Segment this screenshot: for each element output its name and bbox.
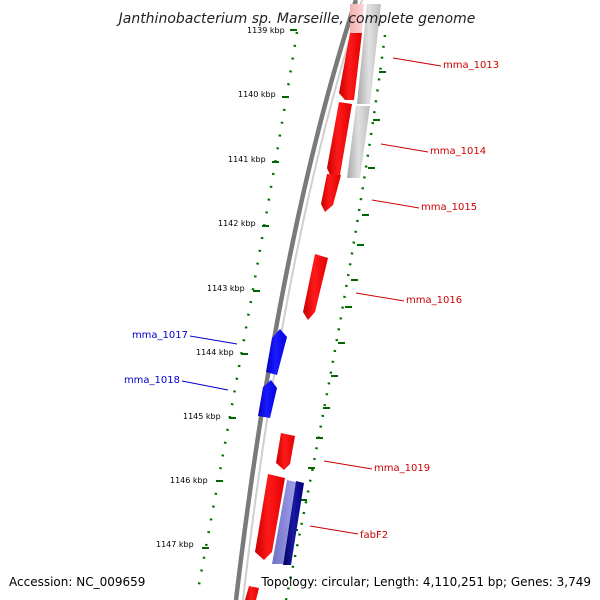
gene-labels: mma_1013 mma_1014 mma_1015 mma_1016 mma_1017… [124,57,499,541]
accession-text: Accession: NC_009659 [9,575,145,589]
gene-label-leader [181,380,229,391]
scale-tick-label: 1140 kbp [238,90,276,99]
gene-label-leader [355,292,405,302]
scale-tick-label: 1139 kbp [247,26,285,35]
gene-mma-1013[interactable] [339,33,362,100]
gene-label[interactable]: mma_1014 [430,146,486,157]
gene-label-leader [380,143,429,153]
gene-features[interactable] [245,4,381,600]
gene-label-leader [392,57,442,67]
scale-tick-label: 1147 kbp [156,540,194,549]
map-title: Janthinobacterium sp. Marseille, complet… [116,11,476,27]
gene-label[interactable]: mma_1013 [443,60,499,71]
gene-label[interactable]: mma_1018 [124,375,180,386]
gene-label[interactable]: mma_1019 [374,463,430,474]
gene-mma-1016[interactable] [303,254,328,320]
scale-ring-outer [284,34,387,600]
feature-mma-1013-pale [350,4,364,33]
scale-ring-inner [196,31,299,591]
feature-mma-1014-gray [347,106,370,178]
gene-mma-1015[interactable] [321,174,341,212]
gene-label[interactable]: mma_1016 [406,295,462,306]
gene-mma-1018[interactable] [258,380,277,418]
scale-tick-label: 1143 kbp [207,284,245,293]
gene-label-leader [189,335,238,345]
gene-label-leader [309,525,359,535]
gene-label[interactable]: mma_1015 [421,202,477,213]
genome-backbone [233,0,359,600]
gene-mma-1014[interactable] [327,102,352,175]
gene-label[interactable]: mma_1017 [132,330,188,341]
scale-tick-label: 1141 kbp [228,155,266,164]
scale-tick-label: 1142 kbp [218,219,256,228]
feature-fabF2-lavender [272,480,296,564]
gene-mma-1017[interactable] [266,329,287,375]
feature-fabF2-navy [283,481,304,565]
scale-tick-label: 1145 kbp [183,412,221,421]
gene-label-leader [323,460,373,470]
scale-tick-label: 1144 kbp [196,348,234,357]
topology-text: Topology: circular; Length: 4,110,251 bp… [260,575,591,589]
gene-fabF2[interactable] [255,474,285,560]
gene-partial-bottom[interactable] [245,586,259,600]
gene-mma-1019[interactable] [276,433,295,470]
gene-label-leader [371,199,420,209]
gene-label[interactable]: fabF2 [360,530,388,541]
scale-tick-label: 1146 kbp [170,476,208,485]
scale-ticks: 1139 kbp 1140 kbp 1141 kbp 1142 kbp 1143 kbp… [156,26,386,549]
genome-backbone-edge [242,0,363,600]
feature-mma-1013-gray [357,4,381,104]
